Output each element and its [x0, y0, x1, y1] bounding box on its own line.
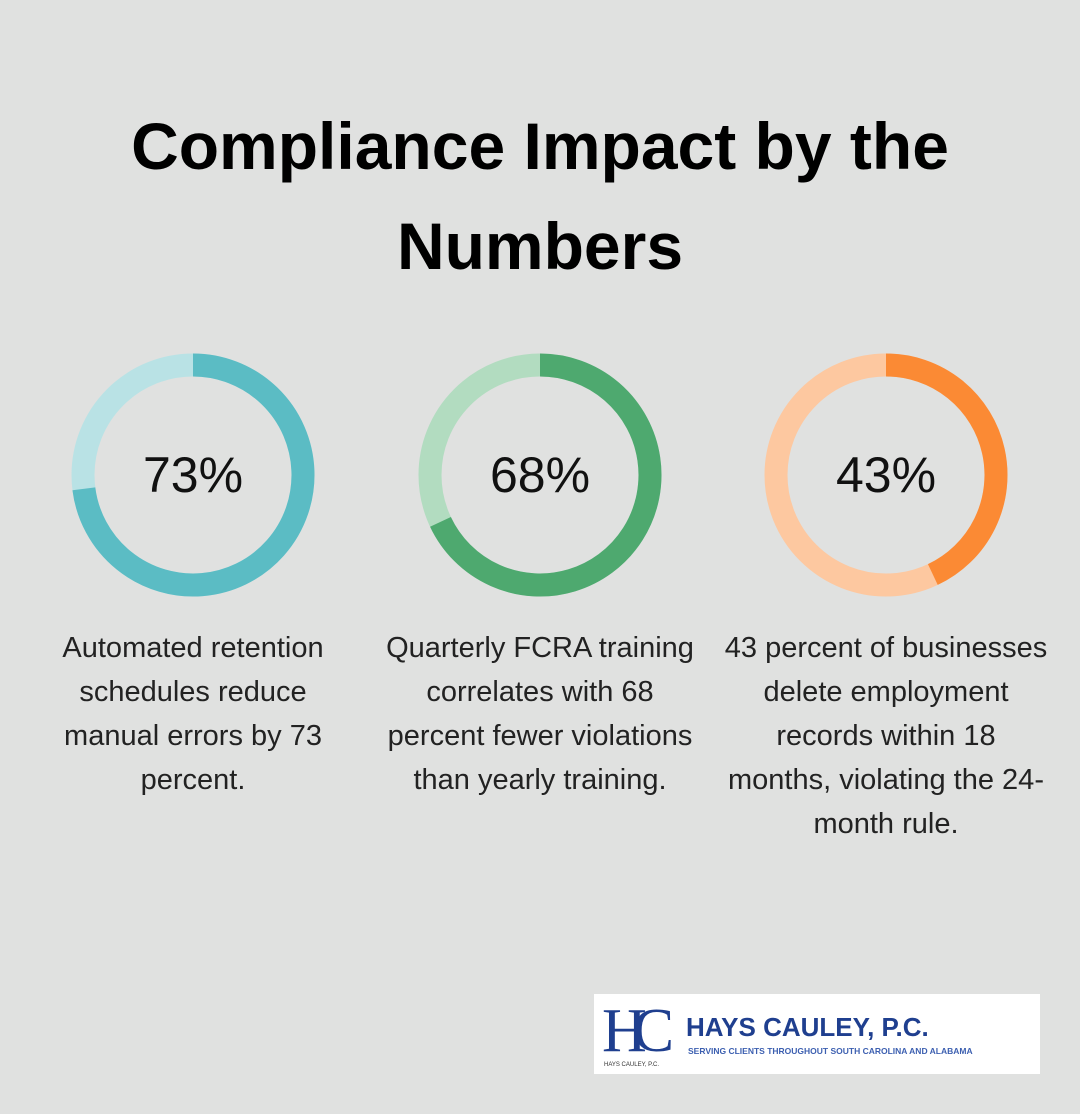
logo-monogram: HC [602, 997, 674, 1065]
donut-label: 73% [143, 447, 243, 503]
description: Automated retention schedules reduce man… [62, 632, 324, 796]
logo-tagline: SERVING CLIENTS THROUGHOUT SOUTH CAROLIN… [688, 1046, 973, 1056]
donut-label: 43% [836, 447, 936, 503]
title: Compliance Impact by the Numbers [131, 109, 949, 283]
donut-label: 68% [490, 447, 590, 503]
logo-small: HAYS CAULEY, P.C. [604, 1062, 660, 1068]
donut-arc [72, 353, 315, 597]
description: Quarterly FCRA training correlates with … [386, 632, 694, 796]
logo-name: HAYS CAULEY, P.C. [686, 1012, 929, 1042]
donut-arc [430, 353, 662, 597]
donut-arc [885, 353, 1008, 585]
logo: HC HAYS CAULEY, P.C. SERVING CLIENTS THR… [594, 994, 1040, 1074]
description: 43 percent of businesses delete employme… [724, 632, 1048, 840]
